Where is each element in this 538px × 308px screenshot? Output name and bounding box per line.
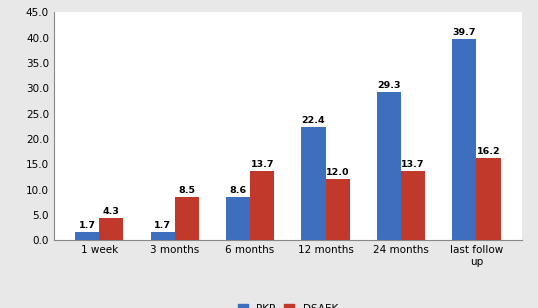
Text: 8.5: 8.5 bbox=[178, 186, 195, 195]
Bar bbox=[75, 232, 99, 240]
Text: 12.0: 12.0 bbox=[326, 168, 349, 177]
Text: 8.6: 8.6 bbox=[230, 186, 246, 195]
Text: 1.7: 1.7 bbox=[79, 221, 96, 229]
Bar bbox=[325, 180, 350, 240]
Legend: PKP, DSAEK: PKP, DSAEK bbox=[235, 301, 341, 308]
Bar bbox=[226, 197, 250, 240]
Text: 16.2: 16.2 bbox=[477, 147, 500, 156]
Text: 13.7: 13.7 bbox=[250, 160, 274, 169]
Bar bbox=[175, 197, 199, 240]
Text: 4.3: 4.3 bbox=[103, 207, 120, 217]
Text: 22.4: 22.4 bbox=[302, 116, 325, 125]
Text: 13.7: 13.7 bbox=[401, 160, 425, 169]
Text: 29.3: 29.3 bbox=[377, 81, 401, 90]
Text: 1.7: 1.7 bbox=[154, 221, 171, 229]
Bar bbox=[377, 92, 401, 240]
Bar bbox=[301, 127, 325, 240]
Bar bbox=[151, 232, 175, 240]
Bar bbox=[401, 171, 425, 240]
Bar bbox=[99, 218, 123, 240]
Text: 39.7: 39.7 bbox=[452, 28, 476, 37]
Bar bbox=[477, 158, 500, 240]
Bar bbox=[452, 39, 477, 240]
Bar bbox=[250, 171, 274, 240]
